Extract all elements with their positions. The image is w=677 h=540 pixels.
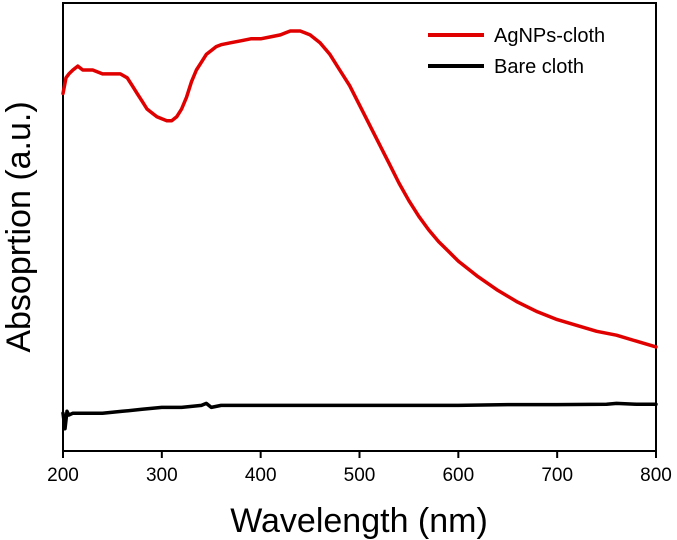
x-tick-label-300: 300 xyxy=(146,465,178,486)
legend-label-bare-cloth: Bare cloth xyxy=(494,56,584,78)
series-line-bare-cloth xyxy=(61,401,658,431)
x-tick-label-500: 500 xyxy=(344,465,376,486)
series-lines xyxy=(61,29,658,431)
y-axis-title: Absoprtion (a.u.) xyxy=(0,101,38,352)
legend-label-agnps-cloth: AgNPs-cloth xyxy=(494,25,605,47)
x-tick-label-800: 800 xyxy=(640,465,672,486)
series-line-agnps-cloth xyxy=(61,29,658,349)
x-axis-ticks xyxy=(62,451,657,458)
x-tick-label-400: 400 xyxy=(245,465,277,486)
x-tick-label-700: 700 xyxy=(541,465,573,486)
legend: AgNPs-cloth Bare cloth xyxy=(428,25,605,78)
x-tick-label-200: 200 xyxy=(47,465,79,486)
x-tick-label-600: 600 xyxy=(442,465,474,486)
x-axis-tick-labels: 200 300 400 500 600 700 800 xyxy=(47,465,672,486)
x-axis-title: Wavelength (nm) xyxy=(230,502,488,540)
